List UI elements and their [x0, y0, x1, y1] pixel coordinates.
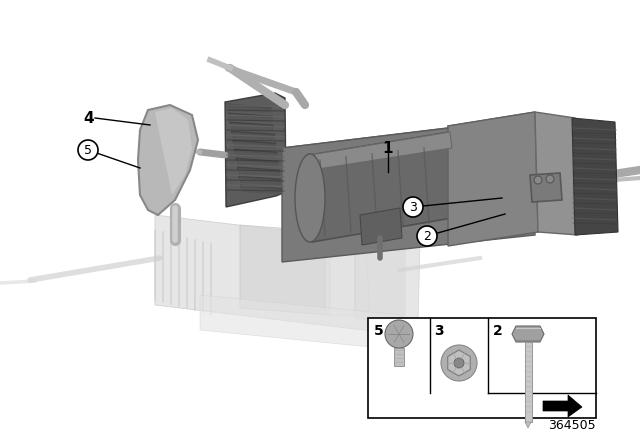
- Text: 3: 3: [434, 324, 444, 338]
- Polygon shape: [155, 108, 192, 195]
- Bar: [368, 318, 596, 418]
- Polygon shape: [512, 326, 544, 342]
- Polygon shape: [138, 105, 198, 215]
- Circle shape: [534, 176, 542, 184]
- Text: 364505: 364505: [548, 419, 596, 432]
- Text: 2: 2: [493, 324, 503, 338]
- Circle shape: [417, 226, 437, 246]
- Polygon shape: [448, 112, 538, 158]
- Polygon shape: [310, 132, 452, 170]
- Circle shape: [78, 140, 98, 160]
- Polygon shape: [155, 215, 405, 335]
- Text: 5: 5: [374, 324, 384, 338]
- Bar: [525, 342, 532, 422]
- Polygon shape: [310, 132, 452, 242]
- Circle shape: [546, 175, 554, 183]
- Text: 4: 4: [84, 111, 94, 125]
- Polygon shape: [530, 173, 562, 202]
- Polygon shape: [282, 118, 535, 262]
- Polygon shape: [355, 235, 420, 325]
- Polygon shape: [543, 395, 582, 417]
- Polygon shape: [572, 118, 618, 235]
- Polygon shape: [282, 118, 532, 174]
- Circle shape: [454, 358, 464, 368]
- Polygon shape: [325, 228, 370, 315]
- Circle shape: [441, 345, 477, 381]
- Polygon shape: [240, 225, 330, 315]
- Text: 1: 1: [383, 141, 393, 155]
- Text: 2: 2: [423, 229, 431, 242]
- Ellipse shape: [295, 154, 325, 242]
- Polygon shape: [535, 112, 578, 235]
- Circle shape: [403, 197, 423, 217]
- Polygon shape: [200, 295, 400, 350]
- Bar: [394, 348, 404, 366]
- Polygon shape: [525, 422, 531, 428]
- Polygon shape: [360, 208, 402, 245]
- Polygon shape: [448, 112, 538, 246]
- Text: 3: 3: [409, 201, 417, 214]
- Polygon shape: [448, 350, 470, 376]
- Polygon shape: [225, 93, 286, 207]
- Text: 5: 5: [84, 143, 92, 156]
- Circle shape: [385, 320, 413, 348]
